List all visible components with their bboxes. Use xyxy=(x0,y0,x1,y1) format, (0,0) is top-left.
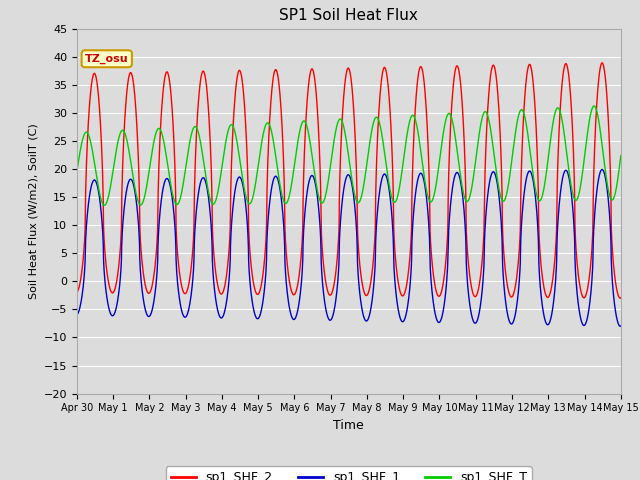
sp1_SHF_2 xyxy=(73,289,81,295)
sp1_SHF_1 xyxy=(225,283,232,289)
sp1_SHF_2 xyxy=(617,295,625,301)
sp1_SHF_1 xyxy=(616,324,624,329)
sp1_SHF_1 xyxy=(365,316,372,322)
sp1_SHF_1 xyxy=(584,313,591,319)
sp1_SHF_T xyxy=(507,164,515,170)
sp1_SHF_T xyxy=(590,103,598,109)
Line: sp1_SHF_1: sp1_SHF_1 xyxy=(77,169,621,326)
sp1_SHF_2 xyxy=(584,285,591,290)
sp1_SHF_2 xyxy=(616,295,624,301)
sp1_SHF_T xyxy=(584,126,592,132)
Y-axis label: Soil Heat Flux (W/m2), SoilT (C): Soil Heat Flux (W/m2), SoilT (C) xyxy=(28,123,38,299)
Line: sp1_SHF_2: sp1_SHF_2 xyxy=(77,63,621,298)
Text: TZ_osu: TZ_osu xyxy=(85,54,129,64)
sp1_SHF_T xyxy=(73,169,81,175)
X-axis label: Time: Time xyxy=(333,419,364,432)
sp1_SHF_2 xyxy=(507,294,515,300)
Title: SP1 Soil Heat Flux: SP1 Soil Heat Flux xyxy=(280,9,418,24)
sp1_SHF_1 xyxy=(507,321,515,326)
sp1_SHF_1 xyxy=(569,204,577,210)
sp1_SHF_T xyxy=(617,153,625,158)
sp1_SHF_2 xyxy=(569,130,577,136)
sp1_SHF_T xyxy=(365,148,372,154)
sp1_SHF_1 xyxy=(73,312,81,318)
sp1_SHF_T xyxy=(100,203,108,208)
sp1_SHF_1 xyxy=(617,323,625,329)
Legend: sp1_SHF_2, sp1_SHF_1, sp1_SHF_T: sp1_SHF_2, sp1_SHF_1, sp1_SHF_T xyxy=(166,467,532,480)
Line: sp1_SHF_T: sp1_SHF_T xyxy=(77,106,621,205)
sp1_SHF_2 xyxy=(225,254,232,260)
sp1_SHF_1 xyxy=(598,167,606,172)
sp1_SHF_2 xyxy=(598,60,606,66)
sp1_SHF_2 xyxy=(365,290,372,296)
sp1_SHF_T xyxy=(225,126,232,132)
sp1_SHF_2 xyxy=(376,90,384,96)
sp1_SHF_T xyxy=(569,192,577,197)
sp1_SHF_1 xyxy=(376,185,384,191)
sp1_SHF_T xyxy=(376,124,384,130)
